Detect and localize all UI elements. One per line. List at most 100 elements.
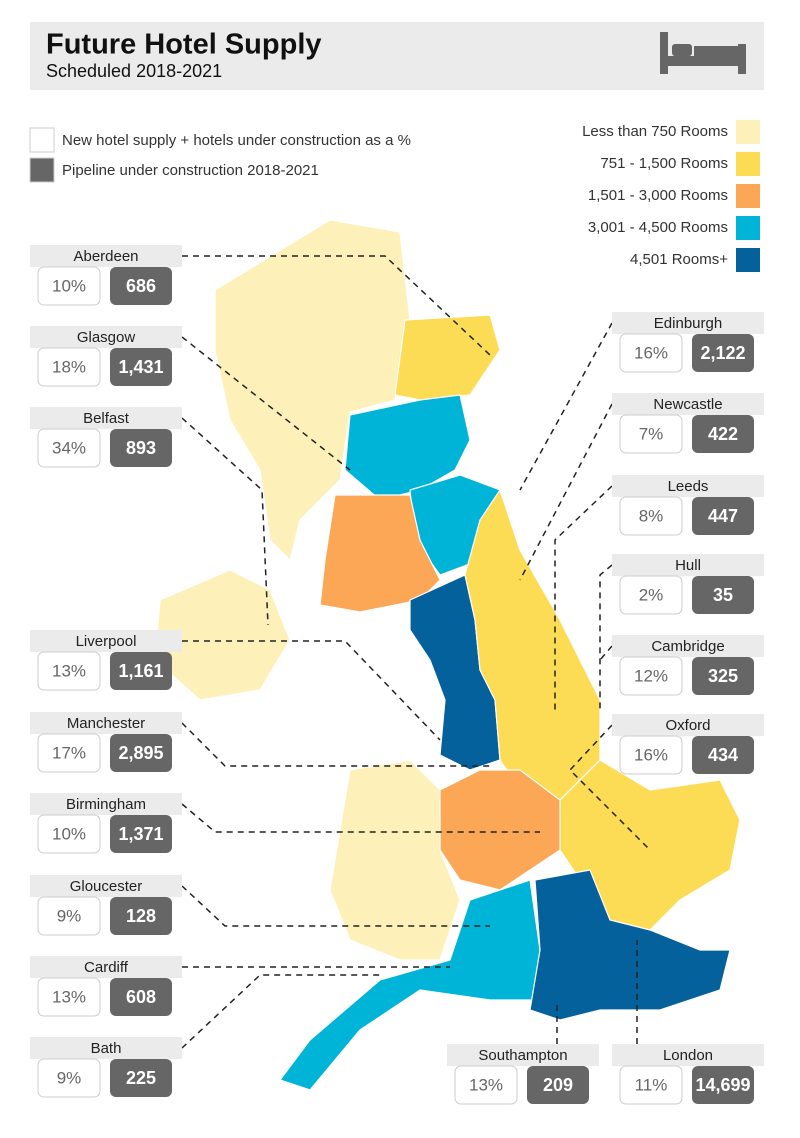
city-label-bg xyxy=(612,312,764,334)
city-label-bg xyxy=(30,245,182,267)
pipeline-box xyxy=(692,736,754,774)
city-name: Aberdeen xyxy=(73,248,138,265)
share: 16% xyxy=(634,343,668,362)
city-label-bg xyxy=(612,393,764,415)
pipeline: 1,161 xyxy=(118,661,163,681)
city-label-bg xyxy=(30,1037,182,1059)
key-swatch xyxy=(29,157,55,183)
city-label-bg xyxy=(612,714,764,736)
city-name: Cambridge xyxy=(651,638,724,655)
pipeline-box xyxy=(110,815,172,853)
share-box xyxy=(37,428,101,468)
legend-swatch xyxy=(736,248,760,272)
share: 9% xyxy=(57,1068,82,1087)
city-label-bg xyxy=(612,554,764,576)
share-box xyxy=(37,896,101,936)
region xyxy=(329,759,461,961)
city-name: Newcastle xyxy=(653,396,722,413)
share-box xyxy=(619,333,683,373)
legend-label: Less than 750 Rooms xyxy=(582,123,728,140)
header-bar xyxy=(30,22,764,90)
pipeline: 209 xyxy=(543,1075,573,1095)
region xyxy=(344,394,471,501)
city-label-bg xyxy=(612,635,764,657)
key-label: New hotel supply + hotels under construc… xyxy=(62,132,411,149)
legend-swatch xyxy=(736,216,760,240)
pipeline-box xyxy=(110,734,172,772)
pipeline: 14,699 xyxy=(695,1075,750,1095)
pipeline: 434 xyxy=(708,745,738,765)
pipeline-box xyxy=(692,576,754,614)
share-box xyxy=(37,733,101,773)
pipeline: 608 xyxy=(126,987,156,1007)
region xyxy=(529,869,731,1021)
share: 13% xyxy=(52,661,86,680)
pipeline-box xyxy=(110,429,172,467)
city-label-bg xyxy=(30,793,182,815)
legend-label: 4,501 Rooms+ xyxy=(630,251,728,268)
share: 8% xyxy=(639,506,664,525)
pipeline: 2,895 xyxy=(118,743,163,763)
pipeline: 35 xyxy=(713,585,733,605)
city-name: Manchester xyxy=(67,715,145,732)
legend-label: 3,001 - 4,500 Rooms xyxy=(588,219,728,236)
city-name: London xyxy=(663,1047,713,1064)
title: Future Hotel Supply xyxy=(46,29,322,61)
pipeline: 325 xyxy=(708,666,738,686)
pipeline-box xyxy=(692,1066,754,1104)
pipeline-box xyxy=(110,348,172,386)
pipeline-box xyxy=(110,652,172,690)
share-box xyxy=(619,414,683,454)
map xyxy=(154,219,741,1091)
pipeline-box xyxy=(692,657,754,695)
share-box xyxy=(37,977,101,1017)
pipeline: 686 xyxy=(126,276,156,296)
city-name: Liverpool xyxy=(76,633,137,650)
key-swatch xyxy=(29,127,55,153)
legend-label: 1,501 - 3,000 Rooms xyxy=(588,187,728,204)
share: 2% xyxy=(639,585,664,604)
pipeline-box xyxy=(110,897,172,935)
share: 7% xyxy=(639,424,664,443)
pipeline-box xyxy=(110,1059,172,1097)
city-name: Gloucester xyxy=(70,878,143,895)
share-box xyxy=(37,266,101,306)
city-name: Belfast xyxy=(83,410,130,427)
city-label-bg xyxy=(30,875,182,897)
share-box xyxy=(37,814,101,854)
share: 11% xyxy=(635,1075,668,1094)
pipeline-box xyxy=(110,978,172,1016)
share-box xyxy=(619,496,683,536)
share-box xyxy=(619,735,683,775)
pipeline: 2,122 xyxy=(700,343,745,363)
share: 17% xyxy=(52,743,86,762)
share: 9% xyxy=(57,906,82,925)
city-label-bg xyxy=(612,1044,764,1066)
city-name: Glasgow xyxy=(77,329,136,346)
pipeline: 225 xyxy=(126,1068,156,1088)
share: 18% xyxy=(52,357,86,376)
pipeline-box xyxy=(110,267,172,305)
legend: Less than 750 Rooms 751 - 1,500 Rooms 1,50… xyxy=(582,120,760,272)
pipeline: 128 xyxy=(126,906,156,926)
share-box xyxy=(619,575,683,615)
share: 13% xyxy=(52,987,86,1006)
city-label-bg xyxy=(30,956,182,978)
legend-swatch xyxy=(736,184,760,208)
city-label-bg xyxy=(30,326,182,348)
share-box xyxy=(454,1065,518,1105)
city-name: Southampton xyxy=(478,1047,567,1064)
share-box xyxy=(37,1058,101,1098)
share-box xyxy=(37,347,101,387)
subtitle: Scheduled 2018-2021 xyxy=(46,61,222,81)
share: 10% xyxy=(52,276,86,295)
key-label: Pipeline under construction 2018-2021 xyxy=(62,162,319,179)
city-label-bg xyxy=(447,1044,599,1066)
leader-lines xyxy=(181,255,651,1049)
pipeline: 447 xyxy=(708,506,738,526)
pipeline: 1,371 xyxy=(118,824,163,844)
city-name: Leeds xyxy=(668,478,709,495)
city-name: Bath xyxy=(91,1040,122,1057)
pipeline: 1,431 xyxy=(118,357,163,377)
